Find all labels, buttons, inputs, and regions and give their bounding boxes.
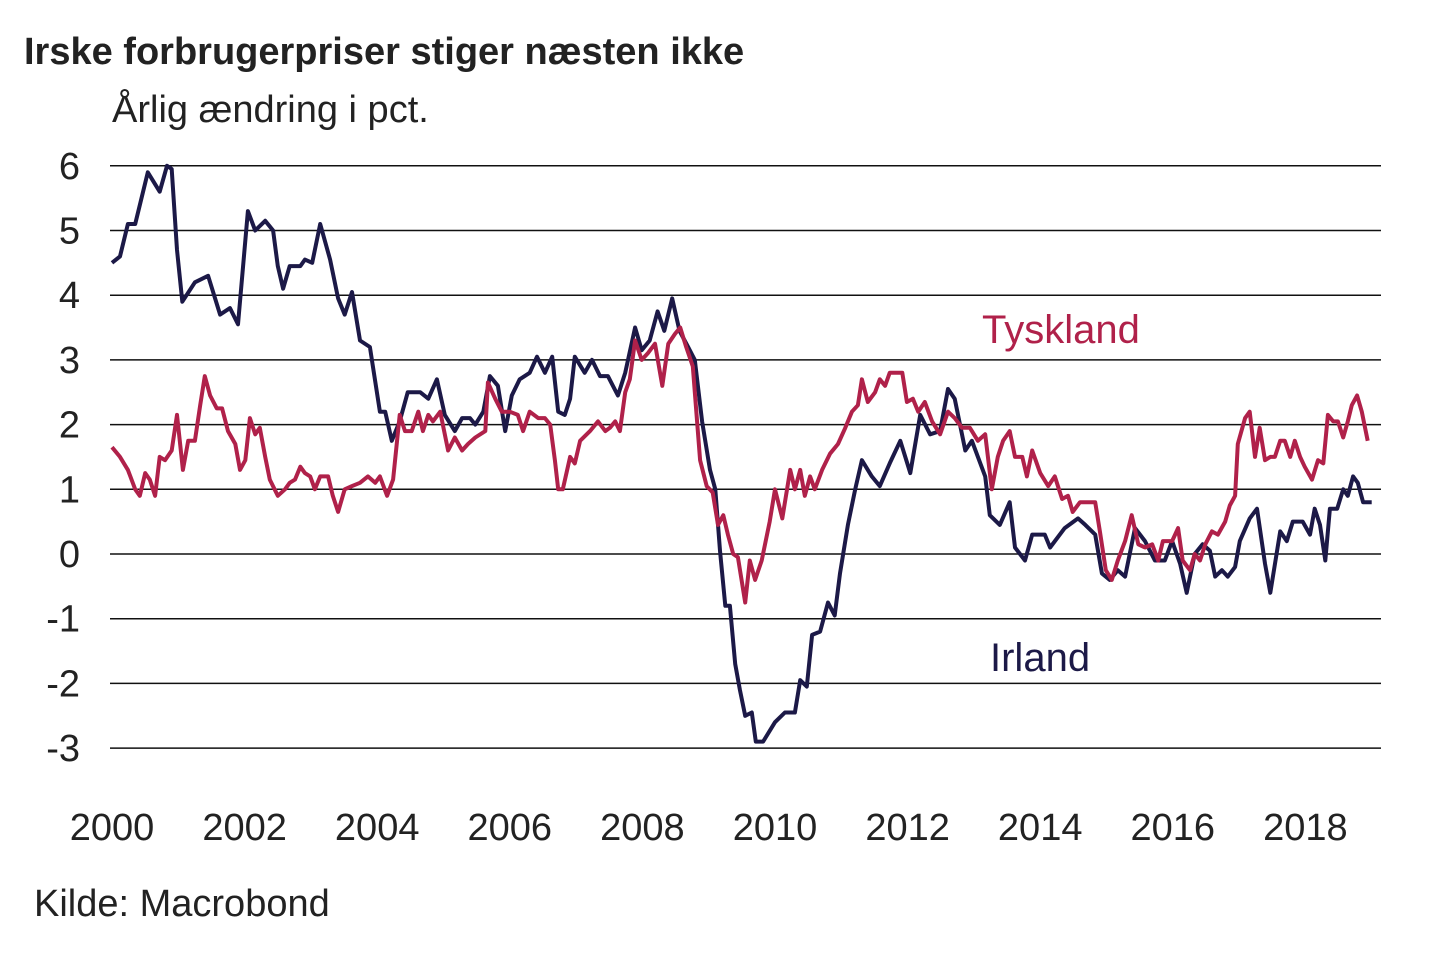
x-tick-label: 2012 (865, 807, 950, 849)
series-label-tyskland: Tyskland (982, 308, 1140, 352)
x-tick-label: 2002 (202, 807, 287, 849)
y-tick-label: 2 (59, 405, 80, 447)
chart-title: Irske forbrugerpriser stiger næsten ikke (24, 31, 744, 73)
x-tick-label: 2014 (998, 807, 1083, 849)
x-tick-label: 2004 (335, 807, 420, 849)
x-tick-label: 2008 (600, 807, 685, 849)
source-note: Kilde: Macrobond (34, 883, 330, 925)
y-tick-label: 4 (59, 275, 80, 317)
chart-subtitle: Årlig ændring i pct. (112, 87, 429, 131)
x-tick-label: 2006 (468, 807, 553, 849)
x-tick-label: 2000 (70, 807, 155, 849)
y-tick-label: 6 (59, 146, 80, 188)
series-label-irland: Irland (990, 636, 1090, 680)
series-line-tyskland (110, 325, 1370, 605)
y-tick-label: -3 (46, 728, 80, 770)
y-tick-label: -2 (46, 663, 80, 705)
series-line-irland (110, 163, 1372, 744)
y-tick-label: 0 (59, 534, 80, 576)
y-tick-label: 3 (59, 340, 80, 382)
x-tick-label: 2018 (1263, 807, 1348, 849)
y-tick-label: -1 (46, 599, 80, 641)
x-tick-label: 2010 (733, 807, 818, 849)
y-tick-label: 1 (59, 469, 80, 511)
y-tick-label: 5 (59, 211, 80, 253)
x-tick-label: 2016 (1131, 807, 1216, 849)
